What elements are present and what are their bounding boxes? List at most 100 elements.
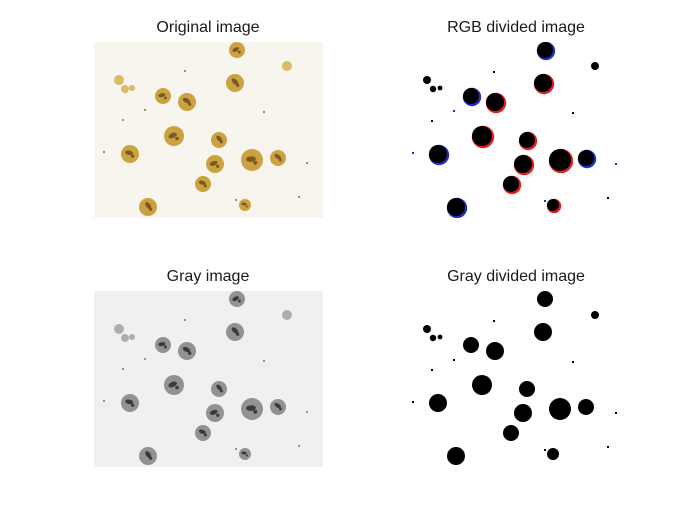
panel-title-rgb-divided: RGB divided image: [447, 19, 585, 36]
nucleus: [245, 454, 248, 457]
speck: [144, 109, 146, 111]
speck: [607, 197, 609, 199]
nucleus: [216, 164, 220, 168]
speck: [453, 359, 455, 361]
nucleus: [253, 409, 258, 414]
cell-mask: [429, 85, 437, 93]
cell-mask: [578, 399, 594, 415]
nucleus: [236, 332, 240, 336]
nucleus: [149, 207, 153, 211]
cell-mask: [472, 126, 492, 146]
cell-mask: [486, 342, 504, 360]
speck: [122, 119, 124, 121]
nucleus: [274, 154, 281, 160]
nucleus: [216, 384, 222, 391]
cell-mask: [514, 155, 532, 173]
speck: [493, 320, 495, 322]
nucleus: [168, 132, 177, 139]
cell-mask: [463, 337, 479, 353]
nucleus: [182, 346, 191, 353]
nucleus: [274, 403, 281, 409]
speck: [412, 152, 414, 154]
nucleus: [175, 385, 179, 390]
nucleus: [145, 202, 152, 210]
nucleus: [245, 405, 256, 411]
nucleus: [131, 403, 135, 407]
nucleus: [216, 413, 220, 417]
nucleus: [168, 381, 177, 388]
cell-mask: [447, 447, 465, 465]
cell-mask: [537, 42, 553, 58]
rgb-divided-image: [402, 42, 631, 218]
nucleus: [241, 202, 247, 206]
nucleus: [131, 154, 135, 158]
nucleus: [163, 96, 167, 100]
nucleus: [245, 156, 256, 162]
nucleus: [253, 160, 258, 165]
cell-mask: [537, 291, 553, 307]
nucleus: [188, 102, 192, 106]
speck: [431, 369, 433, 371]
gray-divided-image: [402, 291, 631, 467]
cell-mask: [547, 199, 559, 211]
speck: [572, 112, 574, 114]
cell: [121, 85, 129, 93]
cell-mask: [486, 93, 504, 111]
cell-mask: [429, 145, 447, 163]
nucleus: [278, 158, 282, 162]
gray-image: [94, 291, 323, 467]
speck: [544, 449, 546, 451]
cell-mask: [429, 334, 437, 342]
nucleus: [278, 407, 282, 411]
nucleus: [241, 451, 247, 455]
nucleus: [198, 429, 206, 434]
speck: [544, 200, 546, 202]
nucleus: [236, 83, 240, 87]
cell-mask: [549, 398, 571, 420]
speck: [306, 411, 308, 413]
nucleus: [188, 351, 192, 355]
nucleus: [175, 136, 179, 141]
speck: [298, 445, 300, 447]
cell: [114, 75, 124, 85]
speck: [615, 412, 617, 414]
speck: [103, 151, 105, 153]
cell-mask: [534, 74, 552, 92]
cell: [129, 334, 135, 340]
original-image: [94, 42, 323, 218]
nucleus: [232, 296, 239, 302]
cell-mask: [591, 62, 599, 70]
cell-mask: [519, 381, 535, 397]
nucleus: [219, 140, 223, 144]
speck: [235, 448, 237, 450]
nucleus: [198, 180, 206, 185]
speck: [453, 110, 455, 112]
speck: [615, 163, 617, 165]
cell-mask: [447, 198, 465, 216]
nucleus: [231, 327, 239, 334]
nucleus: [145, 451, 152, 459]
cell-mask: [547, 448, 559, 460]
cell-mask: [519, 132, 535, 148]
nucleus: [149, 456, 153, 460]
nucleus: [231, 78, 239, 85]
speck: [412, 401, 414, 403]
cell-mask: [463, 88, 479, 104]
cell-mask: [591, 311, 599, 319]
cell: [114, 324, 124, 334]
speck: [306, 162, 308, 164]
cell-mask: [578, 150, 594, 166]
cell: [282, 310, 292, 320]
cell: [121, 334, 129, 342]
nucleus: [209, 160, 218, 166]
speck: [263, 360, 265, 362]
speck: [103, 400, 105, 402]
speck: [572, 361, 574, 363]
speck: [184, 70, 186, 72]
nucleus: [219, 389, 223, 393]
speck: [263, 111, 265, 113]
speck: [235, 199, 237, 201]
cell: [129, 85, 135, 91]
cell-mask: [423, 325, 431, 333]
nucleus: [237, 299, 241, 303]
